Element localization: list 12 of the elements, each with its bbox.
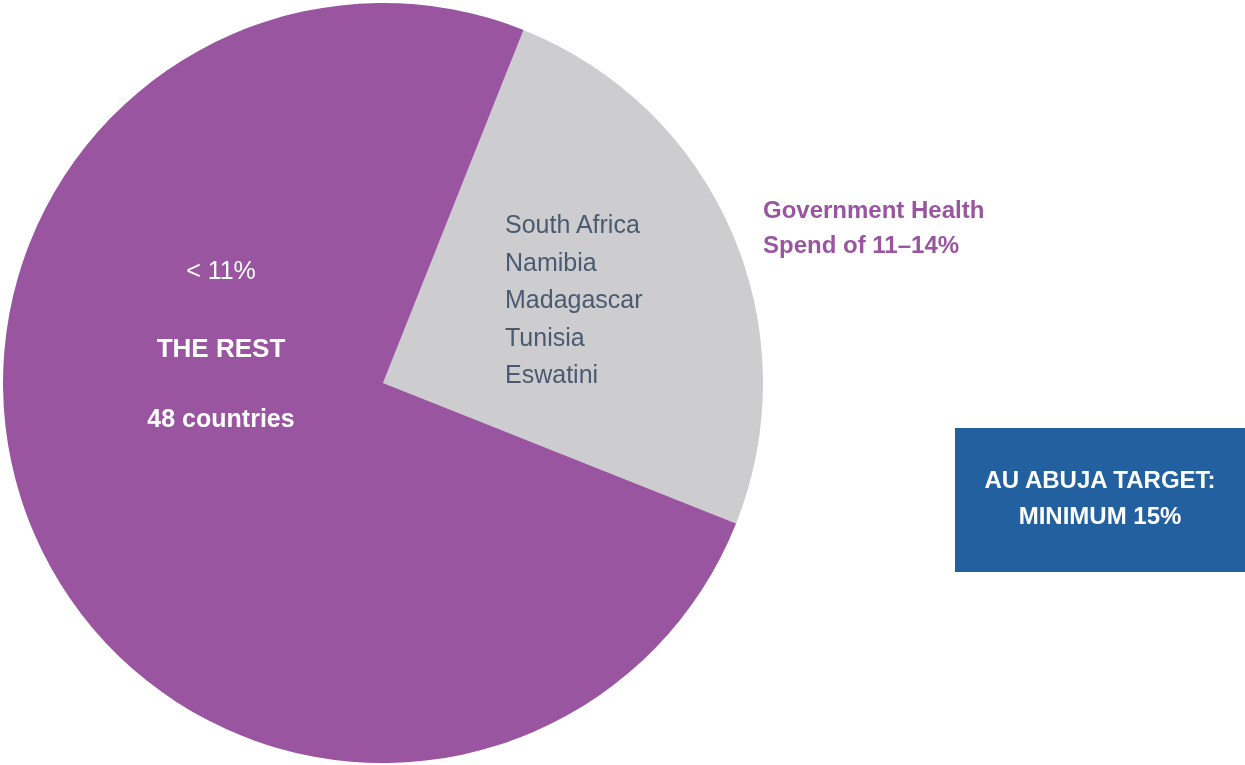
pie-slice: [3, 3, 737, 763]
text: 48 countries: [146, 403, 296, 434]
text: < 11%: [185, 255, 257, 286]
text: Namibia: [505, 246, 597, 278]
text: Tunisia: [505, 321, 585, 353]
slice-label: Government Health Spend of 11–14%: [763, 195, 986, 260]
text: Eswatini: [505, 359, 599, 390]
text: Madagascar: [505, 284, 643, 315]
text: South Africa: [505, 209, 640, 240]
pie-slice: [383, 29, 763, 524]
text: AU ABUJA TARGET: MINIMUM 15%: [983, 465, 1217, 531]
slice-label: THE REST: [155, 332, 287, 365]
